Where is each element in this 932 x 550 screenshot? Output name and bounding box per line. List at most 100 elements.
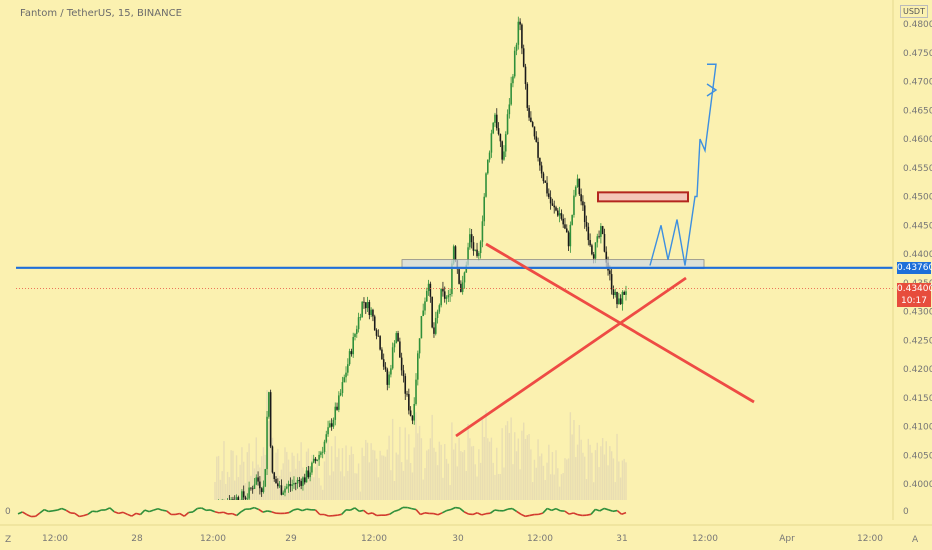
oscillator-segment xyxy=(57,507,63,511)
candle-body xyxy=(578,178,581,195)
candle-body xyxy=(359,317,362,318)
oscillator-segment xyxy=(166,510,172,516)
oscillator-segment xyxy=(337,513,342,517)
oscillator-segment xyxy=(577,513,583,517)
zoom-icon[interactable]: Z xyxy=(5,535,12,545)
oscillator-segment xyxy=(511,507,518,513)
volume-bar xyxy=(330,446,333,500)
oscillator-segment xyxy=(481,512,487,516)
volume-bar xyxy=(226,471,229,500)
oscillator-segment xyxy=(367,512,373,515)
volume-bar xyxy=(406,459,408,500)
volume-bar xyxy=(415,412,417,500)
volume-bar xyxy=(282,463,284,500)
candle-body xyxy=(282,492,285,495)
candle-body xyxy=(558,213,561,216)
candle-body xyxy=(309,472,311,478)
volume-bar xyxy=(603,454,606,500)
volume-bar xyxy=(564,458,566,500)
candle-body xyxy=(402,370,405,377)
candle-body xyxy=(501,141,503,160)
time-axis: 12:00 28 12:00 29 12:00 30 12:00 31 12:00 Apr 12:0… xyxy=(0,524,932,544)
candle-body xyxy=(495,114,498,129)
oscillator-segment xyxy=(109,507,115,513)
oscillator-segment xyxy=(26,513,32,518)
volume-bar xyxy=(332,471,335,500)
candle-body xyxy=(329,423,331,428)
volume-bar xyxy=(454,443,457,500)
volume-bar xyxy=(616,433,618,500)
candle-body xyxy=(521,24,523,49)
candle-body xyxy=(347,364,349,373)
candle-body xyxy=(336,406,338,410)
volume-bar xyxy=(537,439,539,500)
oscillator-segment xyxy=(323,513,329,517)
volume-bar xyxy=(284,447,286,500)
oscillator-segment xyxy=(74,512,80,518)
volume-bar xyxy=(217,455,220,500)
candle-body xyxy=(573,195,575,215)
candle-body xyxy=(334,406,337,420)
oscillator-segment xyxy=(223,511,229,515)
oscillator-segment xyxy=(371,512,378,517)
volume-bar xyxy=(461,452,464,500)
candle-body xyxy=(237,497,240,503)
candle-body xyxy=(250,487,252,489)
candle-body xyxy=(519,21,521,25)
volume-bar xyxy=(521,430,523,500)
volume-bar xyxy=(354,473,356,500)
candle-body xyxy=(427,283,430,291)
volume-bar xyxy=(334,436,336,500)
volume-bar xyxy=(325,451,327,500)
volume-bar xyxy=(345,445,347,500)
oscillator-segment xyxy=(485,512,491,515)
volume-bar xyxy=(490,437,493,500)
volume-bar xyxy=(453,449,455,500)
candle-body xyxy=(357,317,360,330)
volume-bar xyxy=(348,454,351,500)
volume-bar xyxy=(569,412,572,500)
candle-body xyxy=(592,254,595,259)
candle-body xyxy=(406,393,408,395)
oscillator-segment xyxy=(433,512,439,516)
volume-bar xyxy=(246,452,249,500)
currency-label[interactable]: USDT xyxy=(900,5,928,18)
candle-body xyxy=(596,236,599,243)
candle-body xyxy=(614,291,617,296)
candle-body xyxy=(242,491,245,498)
volume-bar xyxy=(494,474,496,500)
volume-bar xyxy=(237,477,240,500)
volume-bar xyxy=(384,456,387,500)
volume-bar xyxy=(444,444,446,500)
volume-bar xyxy=(497,473,500,500)
candle-body xyxy=(540,165,543,174)
volume-bar xyxy=(374,450,376,500)
auto-scale-button[interactable]: A xyxy=(912,535,919,545)
oscillator-segment xyxy=(258,508,264,513)
candle-body xyxy=(485,173,487,197)
x-tick-label: 12:00 xyxy=(527,534,553,544)
volume-bar xyxy=(370,443,372,500)
volume-bar xyxy=(413,447,415,500)
volume-bar xyxy=(479,462,482,500)
last-price-tag: 0.43400 xyxy=(897,282,932,295)
oscillator-segment xyxy=(525,514,530,518)
volume-bar xyxy=(341,448,344,500)
candle-body xyxy=(517,21,520,45)
oscillator-segment xyxy=(35,512,41,517)
candle-body xyxy=(472,242,475,251)
candle-body xyxy=(363,301,365,303)
projected-arrow-head xyxy=(706,83,718,97)
candle-body xyxy=(562,218,564,225)
candle-body xyxy=(320,452,322,455)
oscillator-segment xyxy=(398,506,404,511)
oscillator-segment xyxy=(17,511,23,515)
volume-bar xyxy=(501,428,503,500)
volume-bar xyxy=(296,453,299,500)
volume-bar xyxy=(417,433,419,500)
volume-bar xyxy=(372,449,374,500)
oscillator-segment xyxy=(455,506,460,509)
